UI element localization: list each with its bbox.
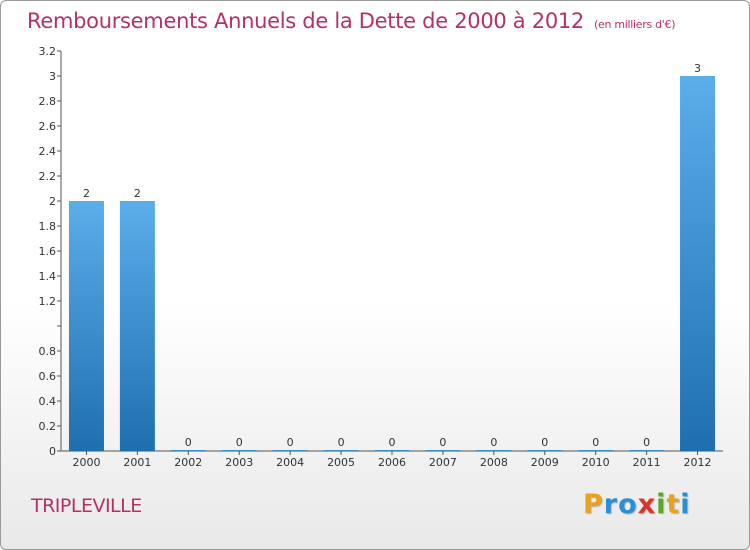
y-tick-label: 2.8 xyxy=(39,95,57,108)
data-label: 0 xyxy=(490,436,497,449)
y-tick-label: 0.2 xyxy=(39,420,57,433)
y-tick-label: 3 xyxy=(49,70,56,83)
data-label: 0 xyxy=(185,436,192,449)
bar xyxy=(425,450,461,451)
data-label: 0 xyxy=(236,436,243,449)
y-tick-label: 1.6 xyxy=(39,245,57,258)
x-tick-label: 2001 xyxy=(123,456,151,469)
chart-title-text: Remboursements Annuels de la Dette de 20… xyxy=(27,9,584,33)
chart-labels: 2000 2 2001 2 2002 0 2003 0 2004 0 2005 0 2006 0 2007 0… xyxy=(72,62,711,469)
data-label: 0 xyxy=(338,436,345,449)
x-tick-label: 2012 xyxy=(684,456,712,469)
bar xyxy=(272,450,308,451)
logo-letter: t xyxy=(666,489,681,520)
chart-bars xyxy=(68,76,716,451)
logo-letter: i xyxy=(680,489,691,520)
x-tick-label: 2010 xyxy=(582,456,610,469)
y-tick-label: 2.2 xyxy=(39,170,57,183)
data-label: 0 xyxy=(287,436,294,449)
x-tick-label: 2011 xyxy=(633,456,661,469)
bar xyxy=(119,201,155,451)
bar xyxy=(221,450,257,451)
y-tick-label: 3.2 xyxy=(39,45,57,58)
y-tick-label: 0.4 xyxy=(39,395,57,408)
chart-axes: 0 0.2 0.4 0.6 0.8 1.2 1.4 1.6 1.8 2 2.2 2.4 2.6 2.8 3 3… xyxy=(39,45,723,458)
bar xyxy=(170,450,206,451)
logo-letter: o xyxy=(618,489,638,520)
x-tick-label: 2006 xyxy=(378,456,406,469)
data-label: 0 xyxy=(592,436,599,449)
y-tick-label: 2.4 xyxy=(39,145,57,158)
y-tick-label: 0 xyxy=(49,445,56,458)
data-label: 2 xyxy=(83,187,90,200)
data-label: 0 xyxy=(643,436,650,449)
y-tick-label: 1.8 xyxy=(39,220,57,233)
data-label: 3 xyxy=(694,62,701,75)
y-tick-label: 2.6 xyxy=(39,120,57,133)
bar xyxy=(374,450,410,451)
y-tick-label: 1.4 xyxy=(39,270,57,283)
data-label: 2 xyxy=(134,187,141,200)
logo-letter: i xyxy=(656,489,667,520)
city-name: TRIPLEVILLE xyxy=(31,495,142,517)
x-tick-label: 2007 xyxy=(429,456,457,469)
x-tick-label: 2004 xyxy=(276,456,304,469)
x-tick-label: 2002 xyxy=(174,456,202,469)
chart-title: Remboursements Annuels de la Dette de 20… xyxy=(27,9,675,33)
x-tick-label: 2000 xyxy=(72,456,100,469)
proxiti-logo: Proxiti xyxy=(583,489,691,520)
data-label: 0 xyxy=(439,436,446,449)
x-tick-label: 2009 xyxy=(531,456,559,469)
logo-letter: r xyxy=(603,489,619,520)
bar xyxy=(680,76,716,451)
data-label: 0 xyxy=(541,436,548,449)
x-tick-label: 2003 xyxy=(225,456,253,469)
x-tick-label: 2008 xyxy=(480,456,508,469)
bar xyxy=(68,201,104,451)
bar xyxy=(476,450,512,451)
logo-letter: P xyxy=(583,489,604,520)
logo-letter: x xyxy=(637,489,657,520)
y-tick-label: 1.2 xyxy=(39,295,57,308)
bar xyxy=(323,450,359,451)
bar xyxy=(527,450,563,451)
x-tick-label: 2005 xyxy=(327,456,355,469)
y-tick-label: 0.6 xyxy=(39,370,57,383)
y-tick-label: 2 xyxy=(49,195,56,208)
y-tick-label: 0.8 xyxy=(39,345,57,358)
bar xyxy=(578,450,614,451)
chart-unit: (en milliers d'€) xyxy=(594,18,676,31)
bar xyxy=(629,450,665,451)
data-label: 0 xyxy=(389,436,396,449)
